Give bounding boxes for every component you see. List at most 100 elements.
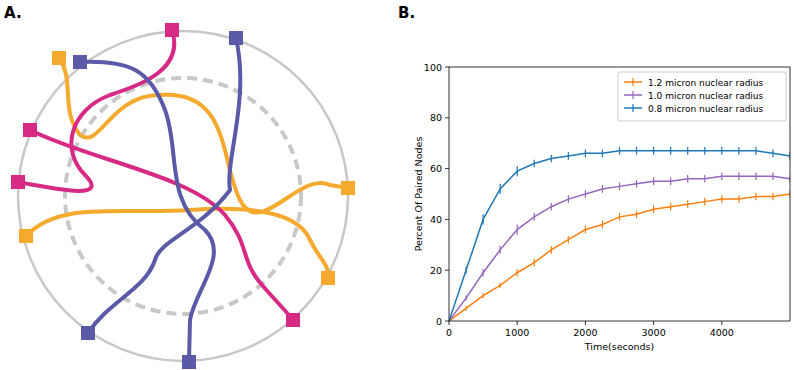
error-bar [704, 175, 705, 183]
legend-box [618, 72, 786, 121]
error-bar [636, 180, 637, 188]
nucleus-diagram [11, 23, 355, 369]
error-bar [568, 152, 569, 160]
figure: A.B.01000200030004000020406080100Time(se… [0, 0, 794, 370]
error-bar [738, 172, 739, 180]
error-bar [687, 200, 688, 208]
y-tick [445, 67, 449, 68]
chromosome [30, 130, 293, 320]
series-line [449, 194, 790, 321]
error-bar [636, 147, 637, 155]
error-bar [772, 172, 773, 180]
error-bar [483, 269, 484, 277]
telomere [19, 229, 33, 243]
y-tick-label: 40 [430, 214, 442, 225]
error-bar [687, 175, 688, 183]
y-tick-label: 80 [430, 112, 442, 123]
error-bar [534, 160, 535, 168]
telomere [52, 51, 66, 65]
y-tick-label: 100 [424, 62, 442, 73]
error-bar [551, 203, 552, 211]
legend-label: 1.2 micron nuclear radius [648, 78, 764, 88]
error-bar [466, 306, 467, 311]
error-bar [466, 266, 467, 274]
error-bar [568, 195, 569, 203]
y-tick [445, 117, 449, 118]
error-bar [500, 283, 501, 288]
y-tick [445, 321, 449, 322]
error-bar [602, 150, 603, 158]
inner-boundary [65, 78, 301, 314]
y-tick-label: 0 [436, 316, 442, 327]
telomere [81, 326, 95, 340]
x-tick [721, 321, 722, 325]
error-bar [772, 193, 773, 201]
panel-label: A. [4, 4, 22, 22]
telomere [182, 355, 196, 369]
error-bar [500, 184, 501, 194]
error-bar [721, 172, 722, 180]
y-axis-label: Percent Of Paired Nodes [413, 137, 424, 252]
error-bar [585, 226, 586, 234]
telomere [286, 313, 300, 327]
legend-label: 0.8 micron nuclear radius [648, 104, 764, 114]
legend-swatch [632, 104, 633, 112]
y-tick [445, 219, 449, 220]
x-tick [585, 321, 586, 325]
series-line [449, 151, 790, 321]
x-tick [653, 321, 654, 325]
error-bar [670, 177, 671, 185]
error-bar [704, 198, 705, 206]
error-bar [738, 195, 739, 203]
error-bar [704, 147, 705, 155]
y-tick-label: 60 [430, 163, 442, 174]
x-axis-label: Time(seconds) [584, 341, 655, 352]
error-bar [517, 224, 518, 234]
error-bar [755, 172, 756, 180]
error-bar [483, 293, 484, 298]
error-bar [670, 203, 671, 211]
error-bar [602, 185, 603, 193]
error-bar [755, 147, 756, 155]
error-bar [738, 147, 739, 155]
x-tick-label: 4000 [710, 327, 734, 338]
telomere [229, 31, 243, 45]
error-bar [687, 147, 688, 155]
nucleus-outline [18, 31, 348, 361]
telomere [321, 271, 335, 285]
error-bar [517, 269, 518, 277]
canvas: A.B.01000200030004000020406080100Time(se… [0, 0, 794, 370]
chromosome [88, 38, 240, 333]
error-bar [500, 246, 501, 254]
legend-swatch [632, 78, 633, 86]
error-bar [619, 183, 620, 191]
error-bar [653, 205, 654, 213]
error-bar [755, 193, 756, 201]
error-bar [534, 213, 535, 221]
chromosome [26, 209, 328, 278]
error-bar [619, 147, 620, 155]
chart: 01000200030004000020406080100Time(second… [413, 62, 790, 353]
error-bar [670, 147, 671, 155]
error-bar [721, 195, 722, 203]
error-bar [585, 150, 586, 158]
x-tick-label: 0 [446, 327, 452, 338]
error-bar [551, 246, 552, 254]
y-tick-label: 20 [430, 265, 442, 276]
x-tick [449, 321, 450, 325]
plot-data [449, 147, 790, 321]
plot-frame [449, 67, 790, 321]
error-bar [636, 211, 637, 219]
x-tick-label: 2000 [573, 327, 597, 338]
error-bar [602, 221, 603, 229]
error-bar [653, 147, 654, 155]
y-tick [445, 168, 449, 169]
x-tick-label: 3000 [642, 327, 666, 338]
chromosome [18, 30, 174, 191]
error-bar [517, 166, 518, 176]
telomere [11, 175, 25, 189]
telomere [73, 55, 87, 69]
legend: 1.2 micron nuclear radius1.0 micron nucl… [618, 72, 786, 121]
error-bar [585, 190, 586, 198]
error-bar [551, 155, 552, 163]
